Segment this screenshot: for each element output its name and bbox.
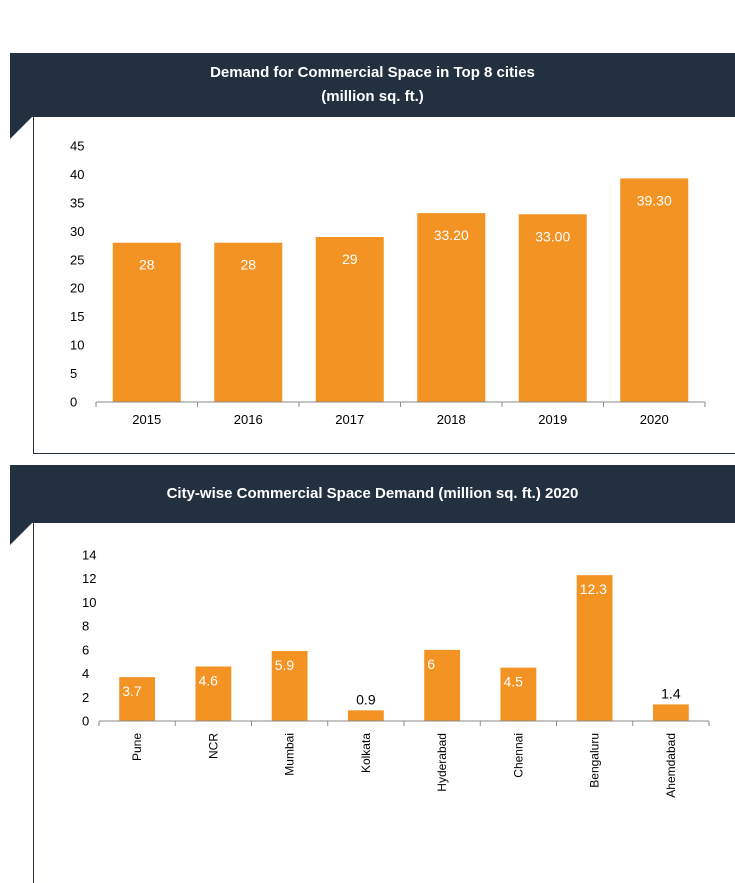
chart1-category-label: 2018 <box>437 412 466 427</box>
chart1-data-label: 28 <box>139 257 155 273</box>
chart1-bar <box>620 178 689 402</box>
chart2-category-label: Chennai <box>511 733 525 778</box>
chart1-ytick-label: 35 <box>70 195 84 210</box>
chart1-ytick-label: 5 <box>70 366 77 381</box>
chart2-title-band: City-wise Commercial Space Demand (milli… <box>10 465 735 523</box>
chart2-data-label: 4.5 <box>503 674 523 690</box>
chart1-plot: 0 5 10 15 20 25 30 35 40 45 28 2015 28 2016 29 2017 33.2… <box>70 139 706 427</box>
chart1-category-label: 2016 <box>234 412 263 427</box>
chart2-header-fold <box>10 523 32 545</box>
chart2-bar <box>195 666 232 721</box>
chart2-bar <box>347 710 384 721</box>
chart1-header-fold <box>10 117 32 139</box>
chart1-bar <box>518 214 587 402</box>
chart2-ytick-label: 12 <box>82 571 96 586</box>
chart2-category-label: Ahemdabad <box>664 733 678 798</box>
chart1-data-label: 39.30 <box>637 192 672 208</box>
chart1-bar <box>112 242 181 402</box>
chart2-data-label: 12.3 <box>580 581 607 597</box>
chart1-ytick-label: 15 <box>70 309 84 324</box>
chart1-data-label: 33.20 <box>434 227 469 243</box>
chart2-plot: 0 2 4 6 8 10 12 14 3.7 Pune 4.6 NCR 5.9 Mumbai 0.9 Kolk… <box>82 548 710 798</box>
chart2-category-label: Mumbai <box>283 733 297 776</box>
chart2-ytick-label: 0 <box>82 714 89 729</box>
chart2-data-label: 6 <box>427 656 435 672</box>
chart1-category-label: 2019 <box>538 412 567 427</box>
chart1-ytick-label: 20 <box>70 281 84 296</box>
chart2-bar <box>424 649 461 721</box>
chart1-title-band: Demand for Commercial Space in Top 8 cit… <box>10 53 735 117</box>
chart2-category-label: NCR <box>206 733 220 759</box>
chart2-ytick-label: 10 <box>82 595 96 610</box>
chart1-bar <box>315 237 384 402</box>
chart2-ytick-label: 6 <box>82 642 89 657</box>
chart1-title-line1: Demand for Commercial Space in Top 8 cit… <box>210 64 535 81</box>
chart1-bar <box>214 242 283 402</box>
chart1-category-label: 2015 <box>132 412 161 427</box>
chart1-data-label: 28 <box>240 257 256 273</box>
chart1-ytick-label: 25 <box>70 252 84 267</box>
chart2-ytick-label: 4 <box>82 666 89 681</box>
chart2-data-label: 4.6 <box>198 672 218 688</box>
chart2-title: City-wise Commercial Space Demand (milli… <box>166 485 579 502</box>
chart2-data-label: 5.9 <box>275 657 295 673</box>
chart2-ytick-label: 2 <box>82 690 89 705</box>
chart1-category-label: 2017 <box>335 412 364 427</box>
chart2-category-label: Kolkata <box>359 733 373 773</box>
chart2-bar <box>576 575 613 721</box>
chart2-bar <box>119 677 156 721</box>
chart1-ytick-label: 30 <box>70 224 84 239</box>
chart2-category-label: Bengaluru <box>588 733 602 788</box>
chart2-bar <box>271 651 308 721</box>
chart2-category-label: Hyderabad <box>435 733 449 792</box>
chart1-ytick-label: 45 <box>70 139 84 154</box>
chart1-data-label: 33.00 <box>535 228 570 244</box>
chart1-ytick-label: 10 <box>70 338 84 353</box>
chart2-ytick-label: 8 <box>82 619 89 634</box>
chart2-ytick-label: 14 <box>82 548 96 563</box>
chart1-ytick-label: 40 <box>70 167 84 182</box>
chart1-bar <box>417 213 486 402</box>
chart2-bar <box>500 667 537 721</box>
chart2-data-label: 3.7 <box>122 683 142 699</box>
chart1-category-label: 2020 <box>640 412 669 427</box>
chart1-title-line2: (million sq. ft.) <box>321 88 424 105</box>
chart2-category-label: Pune <box>130 733 144 761</box>
chart1-data-label: 29 <box>342 251 358 267</box>
chart2-bar <box>652 704 689 721</box>
chart2-data-label: 1.4 <box>661 685 681 701</box>
chart2-data-label: 0.9 <box>356 691 376 707</box>
chart1-ytick-label: 0 <box>70 395 77 410</box>
